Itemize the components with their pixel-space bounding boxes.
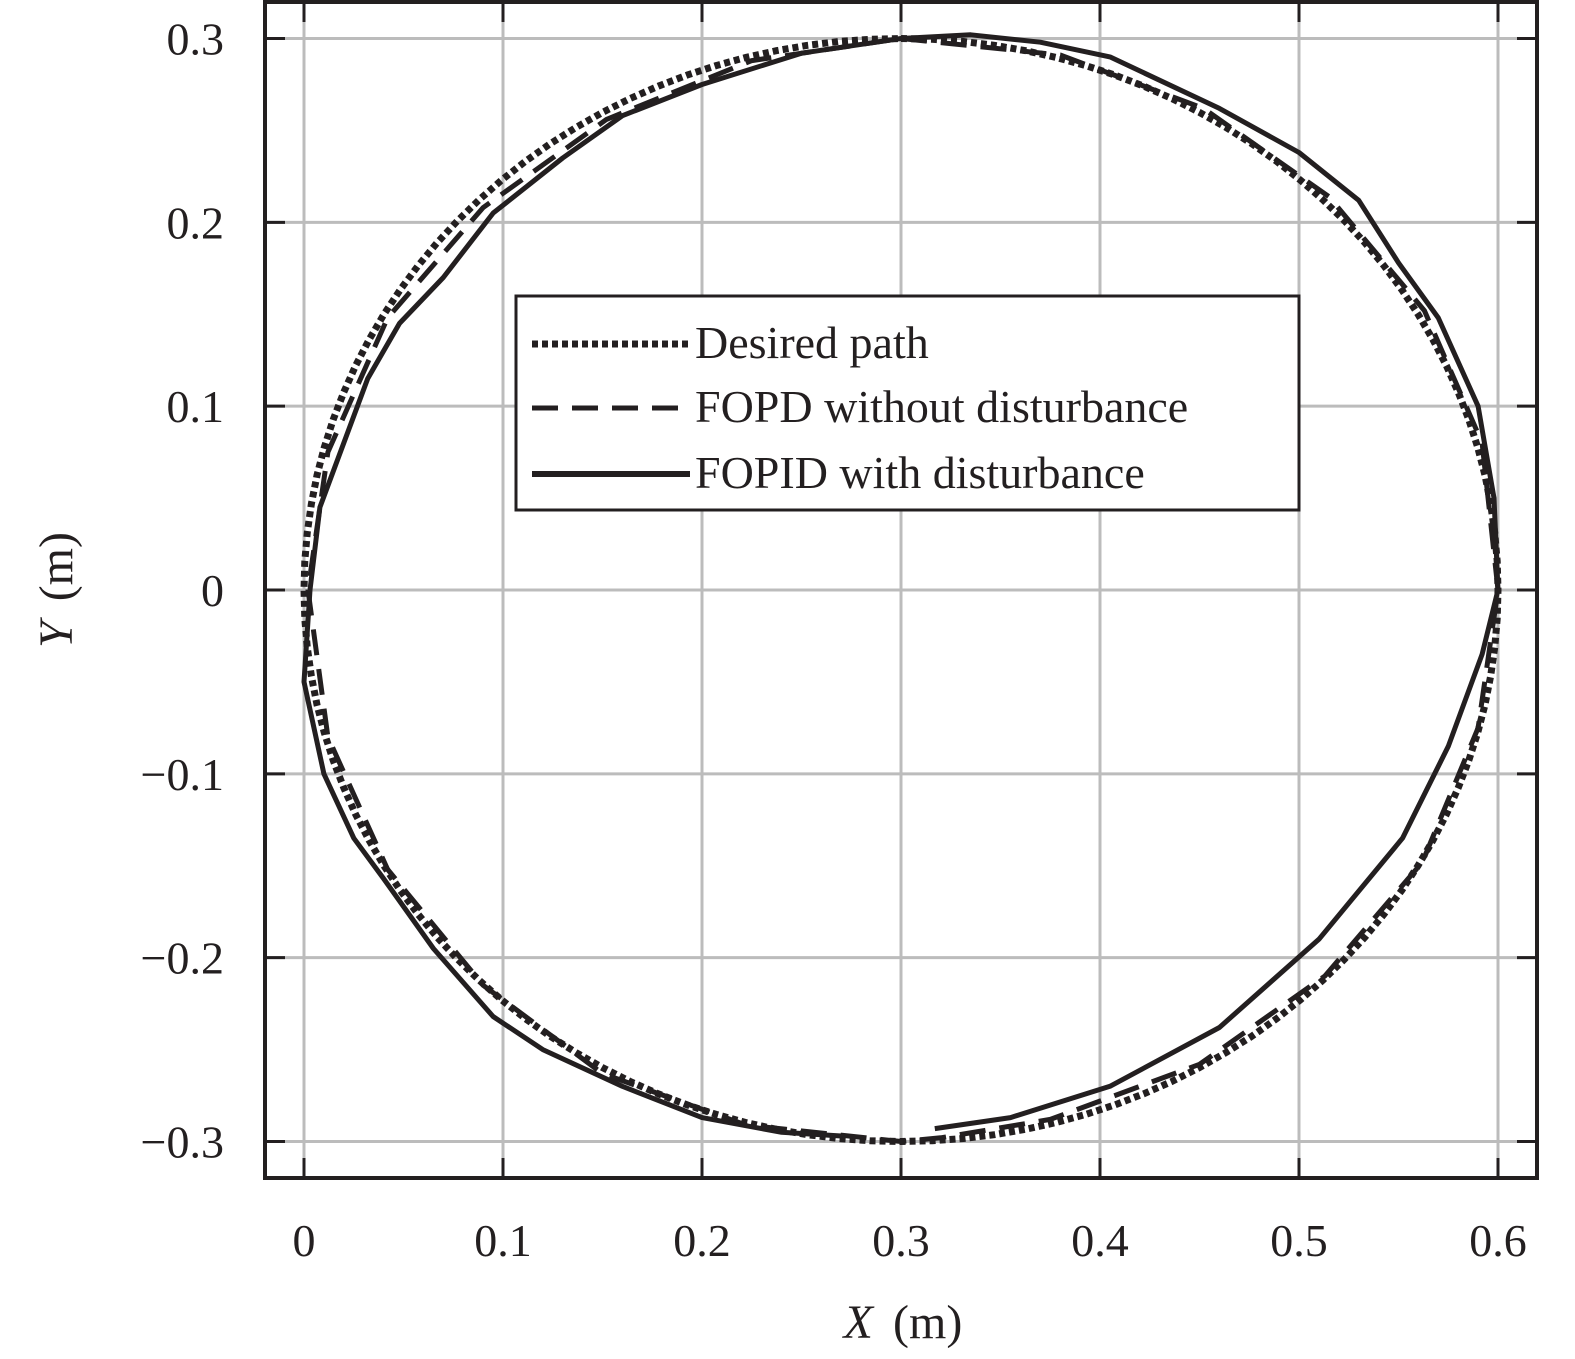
legend-label-desired-path: Desired path [695,317,929,368]
x-axis-var: X [842,1296,875,1349]
x-tick-label: 0 [293,1215,316,1266]
x-tick-label: 0.1 [474,1215,532,1266]
y-tick-label: −0.3 [141,1117,224,1168]
x-tick-label: 0.2 [673,1215,731,1266]
x-tick-label: 0.6 [1469,1215,1527,1266]
y-tick-label: 0.2 [167,197,225,248]
y-axis-label: Y (m) [30,532,83,648]
grid-lines [265,2,1537,1178]
x-tick-label: 0.5 [1270,1215,1328,1266]
x-tick-label: 0.3 [872,1215,930,1266]
y-axis-var: Y [30,617,83,648]
tick-labels: 0 0.1 0.2 0.3 0.4 0.5 0.6 0.3 0.2 0.1 0 −0.1 −0.2 −0.… [141,14,1527,1267]
legend-label-fopid: FOPID with disturbance [695,447,1145,498]
y-tick-label: 0.3 [167,14,225,65]
y-tick-label: 0 [201,565,224,616]
series-dashed-line [305,36,1501,1144]
data-series [300,32,1502,1145]
x-axis-label: X (m) [842,1296,963,1349]
series-solid-line [301,32,1501,1139]
axis-ticks [265,2,1537,1178]
y-tick-label: −0.1 [141,749,224,800]
y-axis-unit: (m) [30,532,83,601]
y-tick-label: 0.1 [167,381,225,432]
legend-label-fopd: FOPD without disturbance [695,381,1188,432]
y-tick-label: −0.2 [141,933,224,984]
x-axis-unit: (m) [893,1296,962,1349]
legend: Desired path FOPD without disturbance FO… [514,294,1301,512]
x-tick-label: 0.4 [1071,1215,1129,1266]
